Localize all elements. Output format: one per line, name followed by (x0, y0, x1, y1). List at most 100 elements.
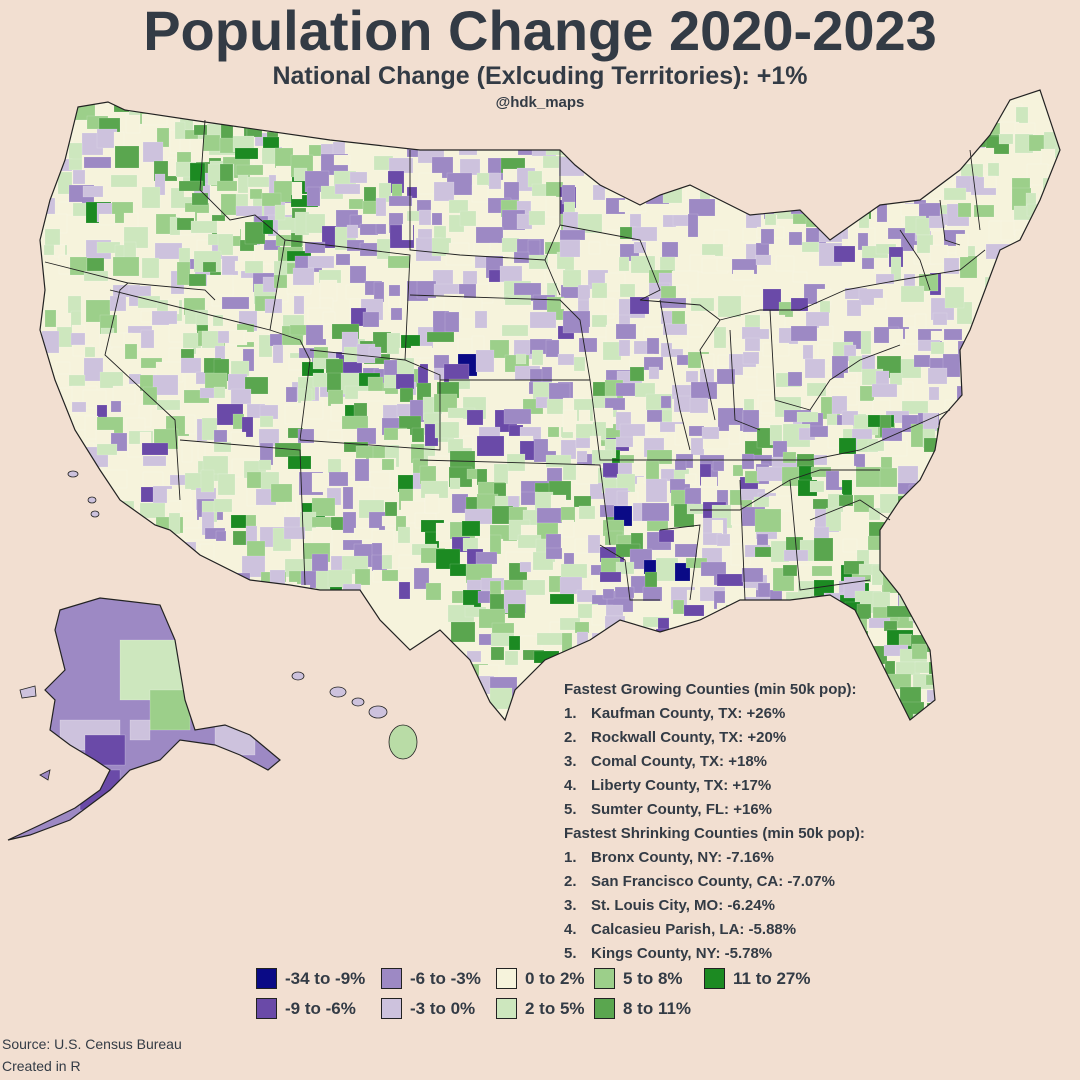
county-area (462, 435, 474, 449)
county-area (154, 242, 183, 260)
county-area (72, 202, 89, 217)
county-area (200, 469, 215, 493)
county-area (886, 605, 913, 618)
county-area (475, 551, 498, 565)
rank-text: St. Louis City, MO: -6.24% (591, 897, 775, 914)
county-area (68, 374, 86, 387)
county-area (354, 568, 371, 586)
county-area (914, 121, 930, 133)
county-area (401, 223, 414, 241)
county-area (937, 480, 966, 504)
county-area (70, 332, 86, 346)
county-area (99, 540, 126, 560)
county-area (937, 509, 963, 533)
county-area (945, 148, 967, 164)
county-area (560, 563, 588, 579)
county-area (601, 635, 620, 648)
county-area (927, 367, 948, 385)
county-area (397, 428, 411, 445)
county-area (515, 353, 527, 365)
county-area (474, 310, 488, 329)
legend-label: 8 to 11% (623, 998, 692, 1018)
county-area (466, 650, 482, 663)
county-area (1044, 201, 1060, 220)
county-area (174, 121, 186, 140)
county-area (729, 627, 747, 642)
county-area (560, 506, 576, 523)
county-area (573, 495, 592, 508)
county-area (813, 537, 834, 562)
county-area (911, 643, 928, 660)
county-area (810, 595, 822, 612)
county-area (398, 581, 411, 600)
county-area (54, 427, 66, 447)
county-area (293, 295, 305, 315)
county-area (234, 147, 259, 160)
county-area (741, 567, 764, 583)
county-area (247, 176, 270, 188)
county-area (221, 296, 250, 310)
rank-text: Liberty County, TX: +17% (591, 777, 772, 794)
county-area (501, 324, 529, 337)
county-area (908, 484, 924, 506)
county-area (616, 173, 633, 195)
county-area (499, 265, 523, 283)
growing-item-4: 4. Liberty County, TX: +17% (564, 774, 865, 798)
county-area (55, 539, 80, 558)
legend-swatch (256, 998, 277, 1019)
county-area (911, 567, 927, 583)
county-area (953, 428, 968, 445)
rank-number: 5. (564, 801, 577, 818)
county-area (86, 554, 108, 567)
legend-swatch (381, 998, 402, 1019)
county-area (882, 523, 911, 536)
rank-text: Kings County, NY: -5.78% (591, 945, 773, 962)
county-area (712, 460, 725, 472)
county-area (804, 358, 826, 379)
county-area (838, 610, 854, 631)
legend-label: 2 to 5% (525, 998, 585, 1018)
county-area (156, 399, 181, 411)
county-area (832, 204, 851, 223)
county-area (273, 122, 286, 134)
county-area (491, 622, 515, 635)
county-area (1039, 247, 1060, 272)
legend-swatch (704, 968, 725, 989)
legend-item: 5 to 8% (594, 968, 683, 989)
county-area (142, 141, 164, 163)
county-area (471, 184, 489, 203)
county-area (307, 255, 335, 269)
county-area (86, 257, 105, 274)
rankings-panel: Fastest Growing Counties (min 50k pop): … (564, 678, 865, 966)
county-area (983, 175, 997, 189)
county-area (395, 373, 415, 390)
growing-heading: Fastest Growing Counties (min 50k pop): (564, 681, 857, 698)
county-area (716, 368, 736, 385)
county-area (258, 459, 272, 471)
county-area (68, 486, 81, 505)
county-area (142, 455, 167, 467)
county-area (72, 169, 86, 185)
county-area (936, 536, 960, 558)
county-area (953, 468, 972, 480)
rank-number: 5. (564, 945, 577, 962)
county-area (113, 540, 135, 554)
county-area (742, 351, 760, 365)
growing-item-1: 1. Kaufman County, TX: +26% (564, 702, 865, 726)
county-area (368, 346, 382, 359)
county-area (283, 526, 306, 540)
county-area (908, 610, 933, 622)
county-area (871, 701, 896, 717)
county-area (109, 295, 127, 312)
county-area (112, 528, 138, 549)
rank-text: San Francisco County, CA: -7.07% (591, 873, 835, 890)
county-area (796, 411, 819, 423)
county-area (615, 628, 633, 652)
county-area (287, 455, 312, 470)
county-area (792, 271, 808, 283)
county-area (141, 257, 160, 279)
county-area (629, 366, 645, 382)
borough-area (84, 734, 126, 766)
county-area (545, 339, 560, 358)
county-area (519, 561, 532, 573)
